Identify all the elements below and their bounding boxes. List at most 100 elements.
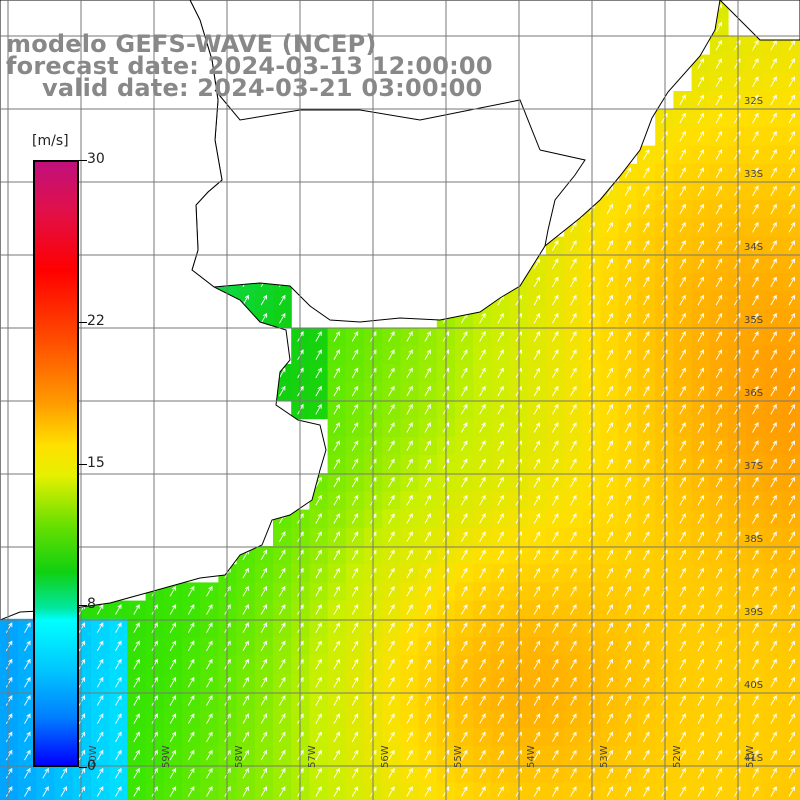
wind-arrow <box>697 76 704 87</box>
wind-arrow <box>533 331 541 342</box>
lon-label: 56W <box>380 745 391 768</box>
wind-arrow <box>187 676 195 688</box>
wind-arrow <box>606 367 613 379</box>
wind-arrow <box>279 567 286 579</box>
wind-arrow <box>60 786 67 797</box>
wind-arrow <box>643 440 650 451</box>
lat-label: 39S <box>744 607 763 618</box>
wind-cell <box>618 582 638 602</box>
wind-cell <box>218 728 238 747</box>
wind-cell <box>182 582 201 602</box>
wind-arrow <box>752 476 759 488</box>
wind-arrow <box>388 676 395 688</box>
wind-arrow <box>151 604 158 615</box>
wind-cell <box>709 491 729 511</box>
wind-arrow <box>752 258 759 269</box>
wind-arrow <box>406 531 413 542</box>
wind-arrow <box>624 676 632 688</box>
wind-arrow <box>333 695 340 706</box>
wind-arrow <box>788 476 795 488</box>
wind-arrow <box>406 331 413 342</box>
lat-label: 35S <box>744 315 763 326</box>
wind-cell <box>618 509 638 529</box>
wind-cell <box>91 637 110 656</box>
wind-cell <box>746 655 765 674</box>
wind-arrow <box>333 604 340 615</box>
wind-arrow <box>479 585 486 597</box>
wind-arrow <box>715 713 723 724</box>
wind-cell <box>746 673 765 693</box>
wind-arrow <box>552 458 559 470</box>
wind-arrow <box>151 749 158 761</box>
wind-arrow <box>697 567 704 579</box>
wind-cell <box>327 673 347 693</box>
wind-cell <box>527 473 547 492</box>
wind-arrow <box>406 622 413 633</box>
wind-cell <box>564 582 583 602</box>
wind-arrow <box>406 476 413 488</box>
wind-arrow <box>315 385 322 397</box>
wind-arrow <box>788 786 795 797</box>
wind-arrow <box>752 221 759 233</box>
wind-arrow <box>788 749 795 761</box>
wind-cell <box>618 236 638 256</box>
wind-cell <box>746 728 765 747</box>
wind-cell <box>0 691 19 711</box>
wind-cell <box>182 746 201 765</box>
wind-cell <box>18 637 37 656</box>
wind-arrow <box>78 676 86 688</box>
wind-cell <box>527 400 547 420</box>
wind-arrow <box>96 767 104 779</box>
wind-arrow <box>388 440 395 451</box>
wind-arrow <box>624 331 632 342</box>
wind-cell <box>0 709 19 729</box>
wind-cell <box>327 509 347 529</box>
wind-cell <box>618 182 638 201</box>
wind-arrow <box>752 567 759 579</box>
wind-arrow <box>697 713 704 724</box>
wind-cell <box>182 637 201 656</box>
wind-arrow <box>187 604 195 615</box>
wind-cell <box>709 618 729 638</box>
wind-arrow <box>679 749 686 761</box>
wind-arrow <box>570 695 577 706</box>
colorbar-tick-mark <box>79 160 87 161</box>
wind-cell <box>618 491 638 511</box>
wind-arrow <box>351 331 359 342</box>
wind-cell <box>163 764 183 784</box>
wind-arrow <box>24 731 31 743</box>
wind-arrow <box>133 749 140 761</box>
wind-arrow <box>533 294 541 306</box>
wind-cell <box>163 673 183 693</box>
wind-arrow <box>624 185 632 197</box>
wind-cell <box>527 364 547 383</box>
wind-cell <box>746 600 765 620</box>
wind-cell <box>418 746 438 765</box>
wind-cell <box>618 473 638 492</box>
wind-cell <box>254 655 274 674</box>
wind-arrow <box>406 440 413 451</box>
wind-arrow <box>388 403 395 415</box>
wind-cell <box>618 673 638 693</box>
wind-arrow <box>570 786 577 797</box>
wind-cell <box>527 273 547 292</box>
wind-cell <box>527 746 547 765</box>
wind-arrow <box>770 676 777 688</box>
wind-arrow <box>679 731 686 743</box>
wind-arrow <box>752 494 759 506</box>
wind-cell <box>618 546 638 565</box>
wind-arrow <box>260 549 268 561</box>
wind-arrow <box>788 185 795 197</box>
wind-arrow <box>715 531 723 542</box>
wind-arrow <box>643 531 650 542</box>
wind-cell <box>163 600 183 620</box>
wind-arrow <box>279 713 286 724</box>
wind-arrow <box>315 713 322 724</box>
wind-arrow <box>533 367 541 379</box>
wind-arrow <box>479 731 486 743</box>
wind-cell <box>527 455 547 474</box>
wind-arrow <box>715 385 723 397</box>
wind-arrow <box>187 585 195 597</box>
wind-arrow <box>679 185 686 197</box>
wind-cell <box>218 637 238 656</box>
